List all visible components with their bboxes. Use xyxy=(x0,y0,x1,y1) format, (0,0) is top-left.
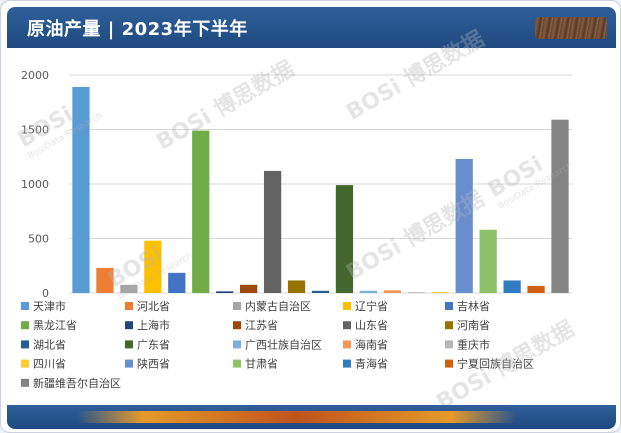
legend-label: 海南省 xyxy=(355,337,388,351)
legend-label: 黑龙江省 xyxy=(33,319,77,332)
legend-label: 青海省 xyxy=(355,357,388,371)
legend-swatch xyxy=(233,340,241,349)
legend-swatch xyxy=(125,321,133,330)
y-tick-label: 0 xyxy=(42,287,49,300)
legend-swatch xyxy=(21,340,29,349)
legend-swatch xyxy=(233,321,241,330)
bar-广东省 xyxy=(335,185,354,293)
legend-swatch xyxy=(343,321,351,330)
bar-江苏省 xyxy=(240,284,258,293)
legend-label: 广东省 xyxy=(137,338,170,351)
page-title: 原油产量 | 2023年下半年 xyxy=(27,19,248,40)
legend-swatch xyxy=(445,340,453,349)
legend-label: 内蒙古自治区 xyxy=(245,299,311,313)
legend-swatch xyxy=(233,359,241,368)
legend-swatch xyxy=(125,359,133,368)
legend-swatch xyxy=(233,302,241,310)
bar-吉林省 xyxy=(168,272,186,293)
bar-海南省 xyxy=(383,290,401,293)
y-tick-label: 1000 xyxy=(21,178,49,191)
bar-广西壮族自治区 xyxy=(359,290,378,293)
bar-天津市 xyxy=(72,86,90,293)
bar-新疆维吾尔自治区 xyxy=(551,119,569,293)
bar-甘肃省 xyxy=(479,229,497,293)
bar-内蒙古自治区 xyxy=(120,284,138,293)
legend-swatch xyxy=(445,302,453,310)
legend-swatch xyxy=(21,321,29,330)
bar-湖北省 xyxy=(311,290,330,293)
legend-label: 吉林省 xyxy=(457,299,490,313)
legend-label: 新疆维吾尔自治区 xyxy=(33,376,121,390)
y-tick-label: 500 xyxy=(28,233,49,246)
legend-label: 天津市 xyxy=(33,299,66,313)
brush-stroke-decoration xyxy=(535,17,607,39)
bar-陕西省 xyxy=(455,158,473,293)
title-bar: 原油产量 | 2023年下半年 xyxy=(7,7,616,48)
legend-label: 重庆市 xyxy=(457,337,490,351)
legend-label: 辽宁省 xyxy=(355,299,388,313)
legend-swatch xyxy=(343,340,351,349)
legend-swatch xyxy=(21,302,29,310)
brush-stroke-decoration xyxy=(77,411,517,423)
bar-宁夏回族自治区 xyxy=(527,285,545,293)
bar-山东省 xyxy=(263,170,282,293)
bar-河南省 xyxy=(287,280,306,293)
legend-label: 广西壮族自治区 xyxy=(245,337,322,351)
y-tick-label: 2000 xyxy=(21,69,49,82)
legend-label: 上海市 xyxy=(137,318,170,332)
bar-青海省 xyxy=(503,280,521,293)
bar-辽宁省 xyxy=(144,240,162,293)
bar-四川省 xyxy=(431,291,449,293)
legend-swatch xyxy=(125,302,133,310)
footer-bar xyxy=(7,405,616,429)
bar-河北省 xyxy=(96,267,114,293)
legend-swatch xyxy=(21,359,29,368)
legend-swatch xyxy=(343,302,351,310)
legend-label: 河南省 xyxy=(457,319,490,332)
y-tick-label: 1500 xyxy=(21,124,49,137)
legend-label: 湖北省 xyxy=(33,338,66,351)
bar-上海市 xyxy=(216,291,234,293)
legend-swatch xyxy=(445,359,453,368)
legend-label: 河北省 xyxy=(137,300,170,313)
legend-label: 江苏省 xyxy=(245,319,278,332)
legend-label: 山东省 xyxy=(355,319,388,332)
bar-黑龙江省 xyxy=(192,130,210,293)
legend-swatch xyxy=(343,359,351,368)
legend-label: 陕西省 xyxy=(137,357,170,371)
bar-重庆市 xyxy=(407,292,425,293)
legend-label: 宁夏回族自治区 xyxy=(457,357,534,371)
legend-label: 甘肃省 xyxy=(245,358,278,371)
legend-swatch xyxy=(445,321,453,330)
legend-label: 四川省 xyxy=(33,358,66,371)
legend-swatch xyxy=(125,340,133,349)
chart-area: 0 500 1000 1500 2000 天津市 河北省 内蒙古自治区 辽宁省 吉林省黑龙江省 上海… xyxy=(7,27,616,416)
legend-swatch xyxy=(21,378,29,387)
